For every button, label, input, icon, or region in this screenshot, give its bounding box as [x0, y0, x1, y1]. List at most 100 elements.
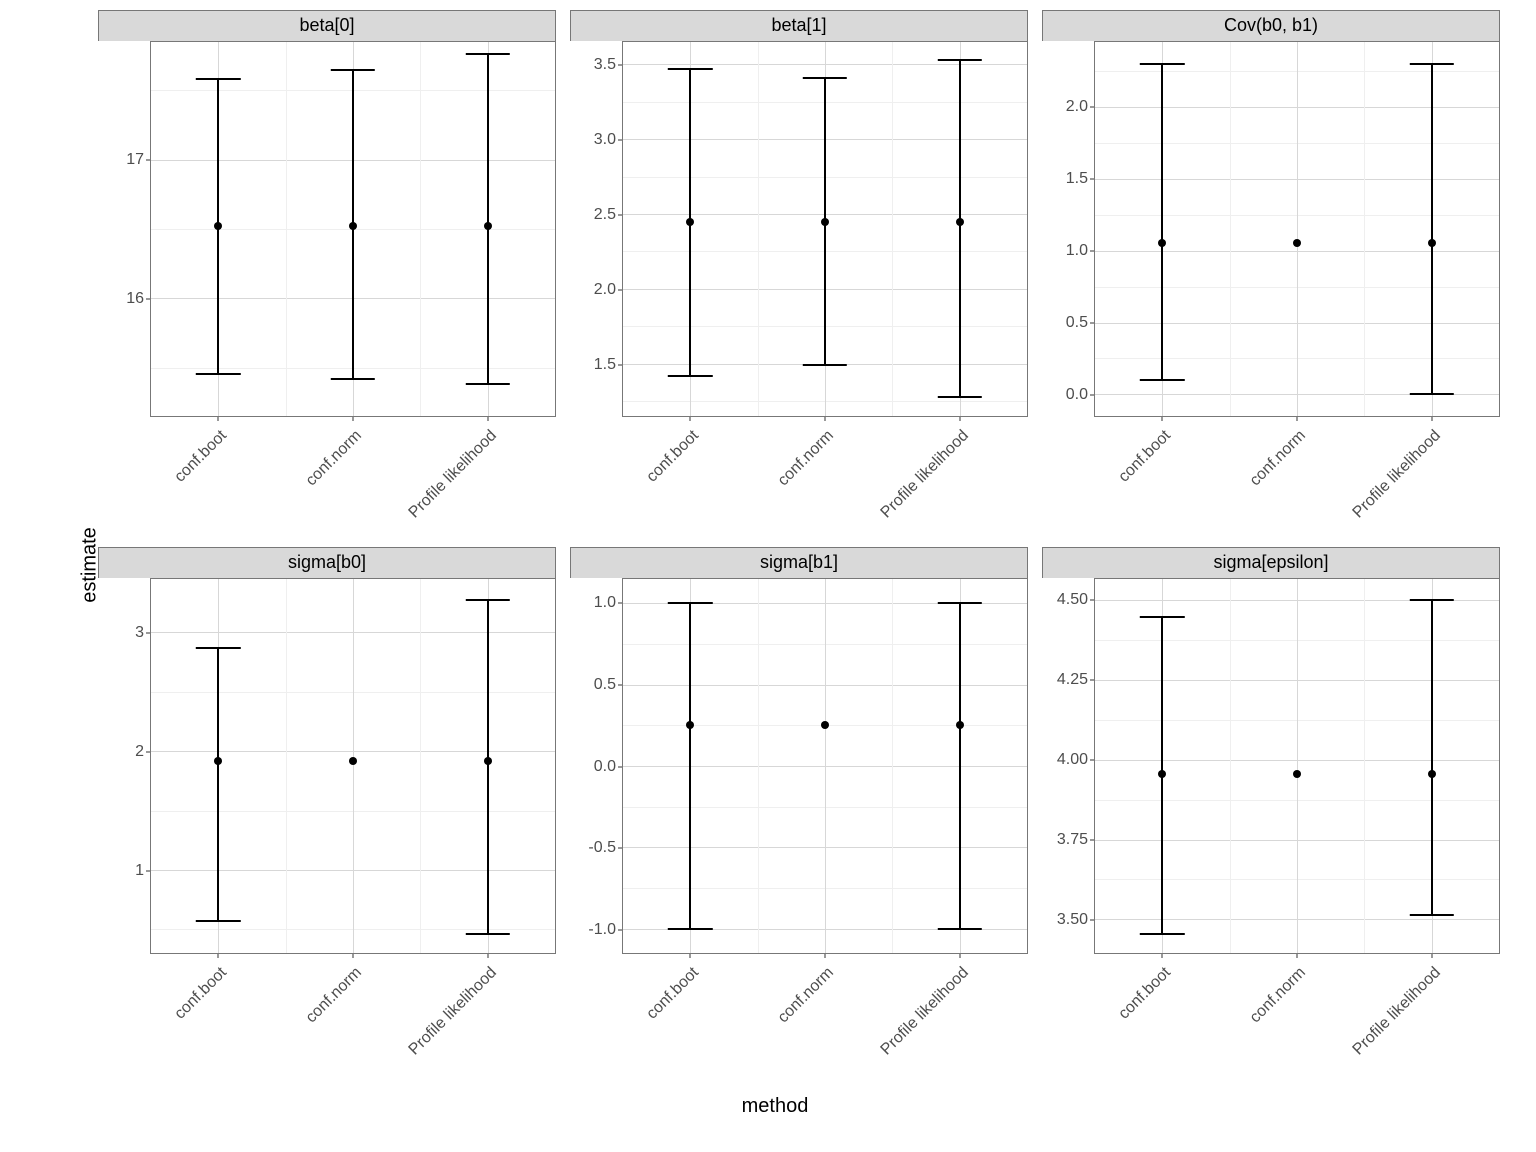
x-tick-label: conf.norm	[303, 427, 366, 490]
x-tick-mark	[689, 417, 690, 421]
error-bar-cap	[465, 933, 509, 935]
facet-panel: sigma[b0]123conf.bootconf.normProfile li…	[98, 547, 556, 1070]
point-estimate	[956, 721, 964, 729]
facet-strip-label: sigma[epsilon]	[1042, 547, 1500, 578]
error-bar-cap	[465, 383, 509, 385]
x-tick-mark	[217, 417, 218, 421]
facet-strip-label: beta[0]	[98, 10, 556, 41]
error-bar-cap	[668, 928, 712, 930]
error-bar	[487, 54, 489, 384]
x-tick-label: conf.norm	[775, 427, 838, 490]
error-bar-cap	[196, 647, 240, 649]
x-tick-mark	[689, 954, 690, 958]
point-estimate	[349, 222, 357, 230]
x-tick-mark	[353, 417, 354, 421]
x-tick-label: Profile likelihood	[406, 964, 501, 1059]
x-tick-label: Profile likelihood	[406, 427, 501, 522]
vgridline-major	[825, 579, 826, 953]
x-axis-row: conf.bootconf.normProfile likelihood	[98, 954, 556, 1070]
y-tick-label: 1.5	[594, 356, 616, 374]
facet-strip-label: Cov(b0, b1)	[1042, 10, 1500, 41]
x-tick-label: conf.boot	[1115, 427, 1174, 486]
error-bar-cap	[803, 77, 847, 79]
y-tick-label: 1	[135, 862, 144, 880]
error-bar-cap	[1140, 616, 1184, 618]
point-estimate	[214, 222, 222, 230]
facet-strip-label: beta[1]	[570, 10, 1028, 41]
x-tick-mark	[488, 954, 489, 958]
error-bar-cap	[668, 375, 712, 377]
point-estimate	[1428, 770, 1436, 778]
x-tick-label: Profile likelihood	[878, 964, 973, 1059]
x-tick-label: Profile likelihood	[1350, 427, 1445, 522]
y-axis: 1.52.02.53.03.5	[570, 41, 622, 417]
error-bar-cap	[331, 69, 375, 71]
error-bar-cap	[1409, 63, 1453, 65]
x-tick-mark	[1161, 417, 1162, 421]
x-tick-mark	[1297, 417, 1298, 421]
plot-area	[150, 41, 556, 417]
error-bar	[1431, 64, 1433, 395]
error-bar	[959, 603, 961, 928]
y-tick-label: 2.5	[594, 206, 616, 224]
x-tick-label: conf.boot	[643, 427, 702, 486]
plot-wrap: 1.52.02.53.03.5	[570, 41, 1028, 417]
y-axis: 3.503.754.004.254.50	[1042, 578, 1094, 954]
y-tick-label: 3.0	[594, 131, 616, 149]
error-bar-cap	[1409, 599, 1453, 601]
point-estimate	[484, 222, 492, 230]
error-bar-cap	[196, 373, 240, 375]
vgridline-minor	[286, 42, 287, 416]
point-estimate	[349, 757, 357, 765]
point-estimate	[686, 218, 694, 226]
error-bar	[487, 600, 489, 934]
y-axis: 123	[98, 578, 150, 954]
x-axis-row: conf.bootconf.normProfile likelihood	[570, 954, 1028, 1070]
facet-grid: beta[0]1617conf.bootconf.normProfile lik…	[98, 10, 1500, 1070]
point-estimate	[214, 757, 222, 765]
plot-area	[622, 578, 1028, 954]
vgridline-major	[353, 579, 354, 953]
x-tick-label: conf.boot	[643, 964, 702, 1023]
facet-panel: Cov(b0, b1) 0.0 0.5 1.0 1.5 2.0 conf.boot conf.…	[1042, 10, 1500, 533]
error-bar	[217, 648, 219, 921]
plot-area	[622, 41, 1028, 417]
y-tick-label: 1.0	[1066, 242, 1088, 260]
y-tick-label: 2.0	[1066, 98, 1088, 116]
vgridline-minor	[420, 42, 421, 416]
error-bar-cap	[803, 364, 847, 366]
y-tick-label: 3.75	[1057, 831, 1088, 849]
error-bar-cap	[668, 602, 712, 604]
vgridline-minor	[892, 579, 893, 953]
y-tick-label: 1.5	[1066, 170, 1088, 188]
facet-strip-label: sigma[b0]	[98, 547, 556, 578]
error-bar-cap	[937, 59, 981, 61]
point-estimate	[821, 218, 829, 226]
plot-wrap: -1.0-0.50.00.51.0	[570, 578, 1028, 954]
y-tick-label: 0.5	[1066, 314, 1088, 332]
x-tick-label: conf.boot	[1115, 964, 1174, 1023]
x-tick-mark	[1161, 954, 1162, 958]
x-axis-row: conf.bootconf.normProfile likelihood	[1042, 954, 1500, 1070]
error-bar-cap	[465, 599, 509, 601]
vgridline-major	[1297, 42, 1298, 416]
x-tick-label: conf.norm	[1247, 427, 1310, 490]
y-tick-label: 2.0	[594, 281, 616, 299]
error-bar-cap	[1409, 393, 1453, 395]
y-tick-label: -1.0	[588, 921, 616, 939]
y-tick-label: -0.5	[588, 839, 616, 857]
point-estimate	[1293, 239, 1301, 247]
y-tick-label: 3.50	[1057, 911, 1088, 929]
error-bar	[1431, 600, 1433, 915]
x-axis-title: method	[742, 1095, 809, 1118]
vgridline-minor	[758, 579, 759, 953]
error-bar-cap	[465, 53, 509, 55]
y-tick-label: 0.0	[594, 758, 616, 776]
error-bar-cap	[196, 78, 240, 80]
x-tick-mark	[825, 954, 826, 958]
plot-wrap: 123	[98, 578, 556, 954]
x-tick-mark	[217, 954, 218, 958]
y-tick-label: 0.0	[1066, 386, 1088, 404]
x-axis: conf.bootconf.normProfile likelihood	[150, 954, 556, 1070]
x-tick-label: conf.norm	[303, 964, 366, 1027]
